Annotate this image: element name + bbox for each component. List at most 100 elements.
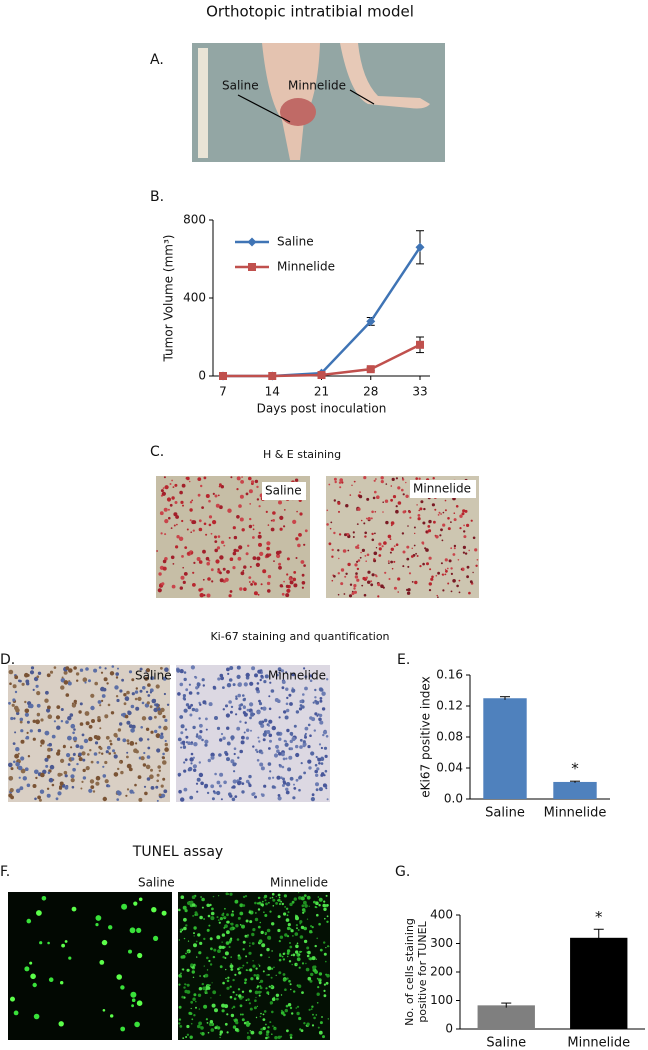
texture-dot bbox=[370, 517, 373, 520]
texture-dot bbox=[155, 703, 159, 707]
texture-dot bbox=[90, 705, 95, 711]
texture-dot bbox=[219, 578, 224, 583]
texture-dot bbox=[271, 892, 275, 896]
texture-dot bbox=[226, 920, 230, 924]
texture-dot bbox=[150, 786, 155, 790]
texture-dot bbox=[22, 776, 27, 781]
texture-dot bbox=[288, 960, 292, 963]
texture-dot bbox=[240, 740, 245, 745]
texture-dot bbox=[314, 763, 318, 767]
texture-dot bbox=[154, 729, 158, 734]
texture-dot bbox=[280, 994, 283, 996]
texture-dot bbox=[450, 547, 453, 550]
texture-dot bbox=[353, 584, 357, 588]
texture-dot bbox=[300, 560, 305, 564]
texture-dot bbox=[210, 755, 215, 760]
texture-dot bbox=[178, 983, 181, 986]
texture-dot bbox=[363, 476, 367, 480]
texture-dot bbox=[65, 666, 70, 670]
texture-dot bbox=[116, 974, 122, 980]
texture-dot bbox=[17, 765, 23, 771]
texture-dot bbox=[69, 713, 74, 717]
texture-dot bbox=[323, 983, 326, 986]
texture-dot bbox=[226, 1031, 229, 1034]
texture-dot bbox=[397, 501, 402, 505]
texture-dot bbox=[160, 489, 164, 493]
texture-dot bbox=[338, 557, 340, 560]
texture-dot bbox=[358, 494, 363, 499]
texture-dot bbox=[236, 476, 241, 481]
texture-dot bbox=[476, 559, 479, 561]
texture-dot bbox=[132, 791, 135, 794]
texture-dot bbox=[363, 593, 367, 597]
texture-dot bbox=[211, 580, 214, 583]
texture-dot bbox=[286, 914, 289, 917]
texture-dot bbox=[195, 686, 199, 690]
texture-dot bbox=[145, 764, 151, 770]
texture-dot bbox=[445, 569, 448, 573]
texture-dot bbox=[373, 551, 378, 556]
texture-dot bbox=[457, 559, 460, 561]
texture-dot bbox=[204, 743, 208, 747]
texture-dot bbox=[34, 797, 37, 801]
texture-dot bbox=[201, 678, 205, 682]
texture-dot bbox=[470, 519, 473, 522]
texture-dot bbox=[291, 736, 296, 742]
texture-dot bbox=[425, 548, 429, 552]
texture-dot bbox=[423, 507, 426, 511]
texture-dot bbox=[215, 559, 220, 564]
texture-dot bbox=[260, 903, 264, 907]
texture-dot bbox=[126, 755, 129, 759]
texture-dot bbox=[295, 915, 299, 919]
texture-dot bbox=[303, 894, 307, 897]
texture-dot bbox=[208, 959, 211, 963]
texture-dot bbox=[221, 945, 225, 950]
texture-dot bbox=[63, 670, 68, 675]
texture-dot bbox=[248, 951, 252, 955]
texture-dot bbox=[256, 556, 261, 561]
texture-dot bbox=[475, 564, 478, 567]
texture-dot bbox=[232, 779, 237, 784]
texture-dot bbox=[126, 788, 130, 791]
texture-dot bbox=[45, 764, 49, 768]
texture-dot bbox=[444, 499, 447, 502]
texture-dot bbox=[189, 757, 194, 762]
texture-dot bbox=[108, 752, 111, 755]
texture-dot bbox=[59, 773, 63, 776]
texture-dot bbox=[230, 956, 232, 958]
texture-dot bbox=[352, 531, 355, 534]
texture-dot bbox=[433, 520, 436, 524]
texture-dot bbox=[268, 974, 270, 976]
texture-dot bbox=[162, 756, 165, 760]
texture-dot bbox=[192, 997, 196, 1001]
texture-dot bbox=[172, 486, 175, 488]
texture-dot bbox=[115, 672, 119, 676]
texture-dot bbox=[83, 738, 89, 744]
texture-dot bbox=[371, 573, 375, 577]
texture-dot bbox=[373, 558, 376, 561]
texture-dot bbox=[13, 717, 16, 720]
texture-dot bbox=[191, 895, 196, 899]
point bbox=[415, 242, 425, 252]
texture-dot bbox=[214, 494, 218, 498]
texture-dot bbox=[214, 716, 218, 720]
texture-dot bbox=[178, 789, 182, 794]
texture-dot bbox=[35, 684, 39, 688]
texture-dot bbox=[171, 496, 175, 500]
texture-dot bbox=[184, 728, 188, 731]
texture-dot bbox=[210, 911, 215, 916]
texture-dot bbox=[230, 759, 235, 764]
texture-dot bbox=[199, 593, 204, 598]
texture-dot bbox=[316, 1002, 319, 1004]
texture-dot bbox=[39, 789, 45, 794]
texture-dot bbox=[238, 707, 242, 711]
texture-dot bbox=[269, 1021, 272, 1024]
texture-dot bbox=[198, 701, 201, 705]
texture-dot bbox=[232, 991, 235, 994]
texture-dot bbox=[405, 481, 407, 484]
texture-dot bbox=[224, 951, 229, 956]
texture-dot bbox=[223, 926, 226, 929]
texture-dot bbox=[282, 973, 286, 976]
texture-dot bbox=[411, 581, 414, 583]
x-tick-label: 14 bbox=[265, 385, 280, 399]
